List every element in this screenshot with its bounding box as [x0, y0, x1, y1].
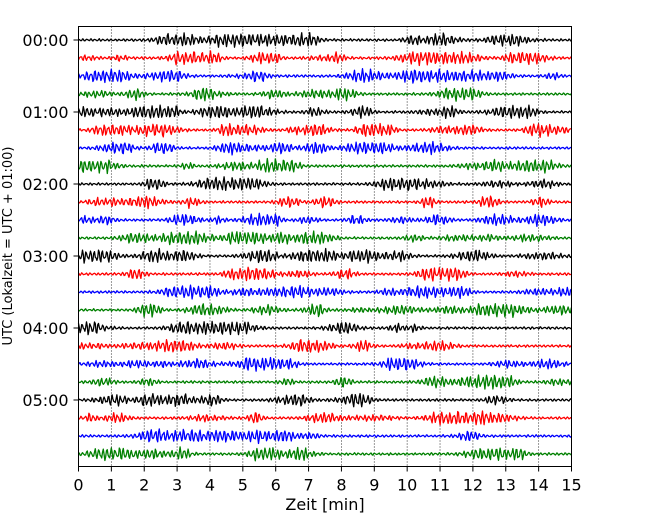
seismogram-trace: [78, 87, 572, 102]
y-tick-label: 03:00: [22, 247, 68, 266]
seismogram-trace: [78, 303, 572, 318]
seismogram-traces: [77, 31, 572, 462]
seismogram-trace: [77, 320, 572, 336]
x-tick-label: 13: [496, 476, 516, 495]
seismogram-trace: [78, 392, 572, 408]
x-tick-label: 3: [172, 476, 182, 495]
y-tick-label: 04:00: [22, 319, 68, 338]
x-tick-label: 10: [397, 476, 417, 495]
y-axis-ticks: 00:00 01:00 02:00 03:00 04:00 05:00: [22, 31, 79, 410]
seismogram-trace: [78, 212, 572, 228]
x-tick-label: 4: [205, 476, 215, 495]
seismogram-trace: [78, 284, 572, 300]
x-tick-label: 8: [336, 476, 346, 495]
plot-frame: [78, 26, 572, 467]
y-tick-label: 02:00: [22, 175, 68, 194]
x-tick-label: 14: [528, 476, 548, 495]
y-tick-label: 05:00: [22, 391, 68, 410]
y-tick-label: 00:00: [22, 31, 68, 50]
seismogram-trace: [77, 195, 572, 210]
x-tick-label: 9: [369, 476, 379, 495]
seismogram-trace: [78, 446, 572, 462]
seismogram-trace: [77, 50, 572, 67]
x-axis-label: Zeit [min]: [285, 495, 364, 514]
x-tick-label: 12: [463, 476, 483, 495]
seismogram-trace: [78, 157, 572, 175]
seismogram-trace: [78, 230, 572, 246]
x-tick-label: 1: [106, 476, 116, 495]
seismogram-trace: [77, 122, 572, 138]
seismogram-trace: [77, 68, 572, 84]
seismogram-trace: [77, 266, 572, 282]
x-axis-ticks: 0 1 2 3 4 5 6 7 8 9 10 11 12 13 14 15: [73, 466, 582, 495]
seismogram-trace: [78, 31, 572, 48]
seismogram-trace: [77, 356, 572, 372]
grid-lines: [110, 26, 540, 467]
x-tick-label: 11: [430, 476, 450, 495]
x-tick-label: 2: [139, 476, 149, 495]
x-tick-label: 5: [238, 476, 248, 495]
seismogram-trace: [78, 140, 572, 156]
x-tick-label: 7: [303, 476, 313, 495]
x-tick-label: 0: [73, 476, 83, 495]
seismogram-trace: [78, 176, 572, 192]
y-axis-label: UTC (Lokalzeit = UTC + 01:00): [1, 147, 16, 346]
x-tick-label: 15: [561, 476, 581, 495]
y-tick-label: 01:00: [22, 103, 68, 122]
x-tick-label: 6: [271, 476, 281, 495]
seismogram-trace: [77, 247, 572, 264]
seismogram-trace: [78, 374, 572, 390]
seismogram-trace: [78, 428, 572, 445]
seismogram-trace: [78, 410, 572, 426]
seismogram-trace: [77, 104, 572, 120]
seismogram-trace: [77, 338, 572, 353]
